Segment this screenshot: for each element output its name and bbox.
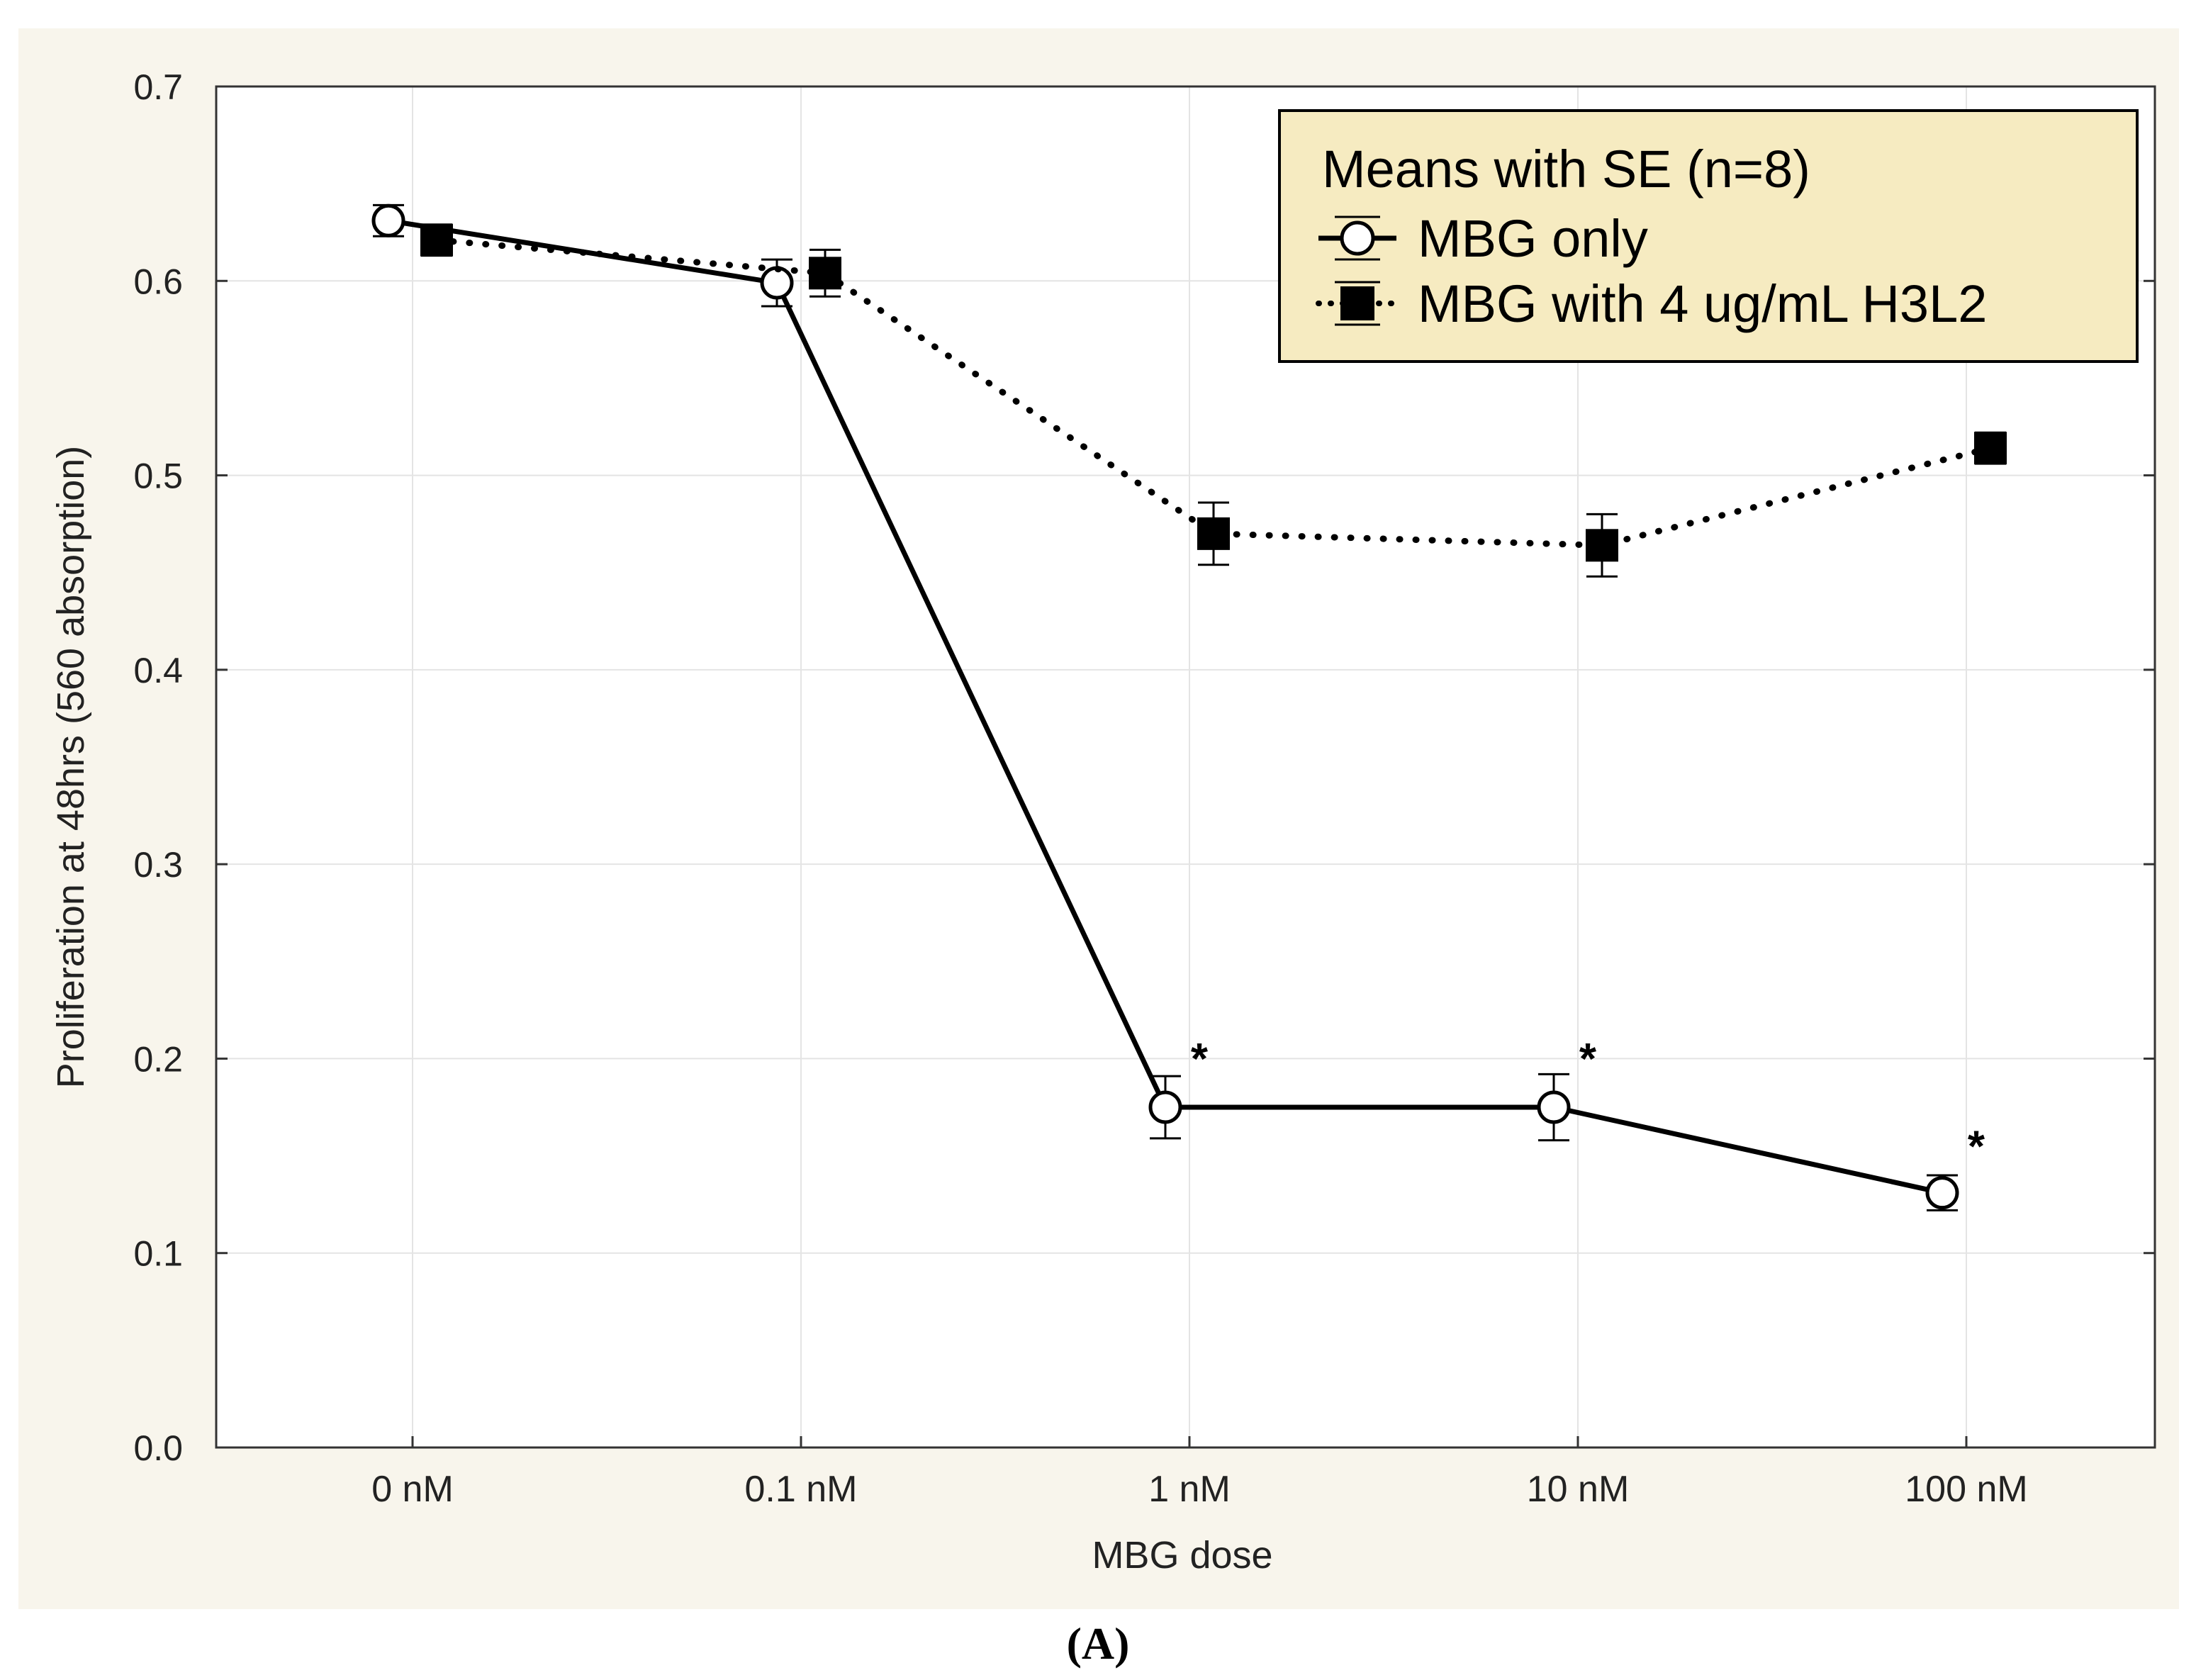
series-line-dotted xyxy=(433,237,1994,549)
axes-layer: 0.0 0.1 0.2 0.3 0.4 0.5 0.6 0.7 0 nM 0.1 nM 1 nM 10… xyxy=(133,67,2156,1510)
significance-star: * xyxy=(1968,1123,1985,1172)
data-point-square xyxy=(420,223,453,257)
x-tick-label: 0 nM xyxy=(371,1469,454,1510)
y-tick-label: 0.6 xyxy=(133,262,183,301)
legend: Means with SE (n=8) MBG only MBG with 4 ug… xyxy=(1278,109,2139,363)
significance-star: * xyxy=(1579,1035,1597,1084)
data-point-circle xyxy=(1925,1176,1959,1210)
x-axis-title: MBG dose xyxy=(1092,1534,1272,1577)
x-tick-label: 1 nM xyxy=(1148,1469,1231,1510)
data-point-square xyxy=(1974,432,2007,465)
y-tick-label: 0.3 xyxy=(133,845,183,885)
data-point-circle xyxy=(371,203,405,237)
panel-label: (A) xyxy=(0,1618,2196,1670)
legend-label-mbg-h3l2: MBG with 4 ug/mL H3L2 xyxy=(1418,274,1987,333)
legend-label-mbg-only: MBG only xyxy=(1418,209,1648,268)
legend-marker-square xyxy=(1340,286,1374,320)
y-tick-label: 0.4 xyxy=(133,651,183,690)
significance-star: * xyxy=(1191,1035,1209,1084)
legend-box xyxy=(1278,109,2139,363)
data-point-square xyxy=(1586,529,1618,562)
x-tick-label: 0.1 nM xyxy=(745,1469,858,1510)
legend-title: Means with SE (n=8) xyxy=(1322,140,1810,198)
y-tick-label: 0.5 xyxy=(133,457,183,496)
y-axis-title: Proliferation at 48hrs (560 absorption) xyxy=(50,446,92,1089)
legend-marker-circle xyxy=(1340,220,1375,256)
y-tick-label: 0.0 xyxy=(133,1428,183,1468)
data-point-circle xyxy=(760,266,794,300)
series-layer xyxy=(371,203,2007,1211)
x-tick-label: 100 nM xyxy=(1905,1469,2027,1510)
x-tick-label: 10 nM xyxy=(1527,1469,1630,1510)
data-point-circle xyxy=(1537,1090,1571,1124)
annotation-layer: * * * xyxy=(1191,1035,1985,1171)
plot-frame xyxy=(215,85,2156,1449)
data-point-circle xyxy=(1148,1090,1182,1124)
y-tick-label: 0.7 xyxy=(133,67,183,107)
y-tick-label: 0.1 xyxy=(133,1234,183,1274)
data-point-square xyxy=(809,257,841,290)
data-point-square xyxy=(1197,517,1230,550)
series-mbg-with-h3l2 xyxy=(420,223,2007,578)
panel-label-text: (A) xyxy=(1066,1618,1130,1669)
y-tick-label: 0.2 xyxy=(133,1039,183,1079)
